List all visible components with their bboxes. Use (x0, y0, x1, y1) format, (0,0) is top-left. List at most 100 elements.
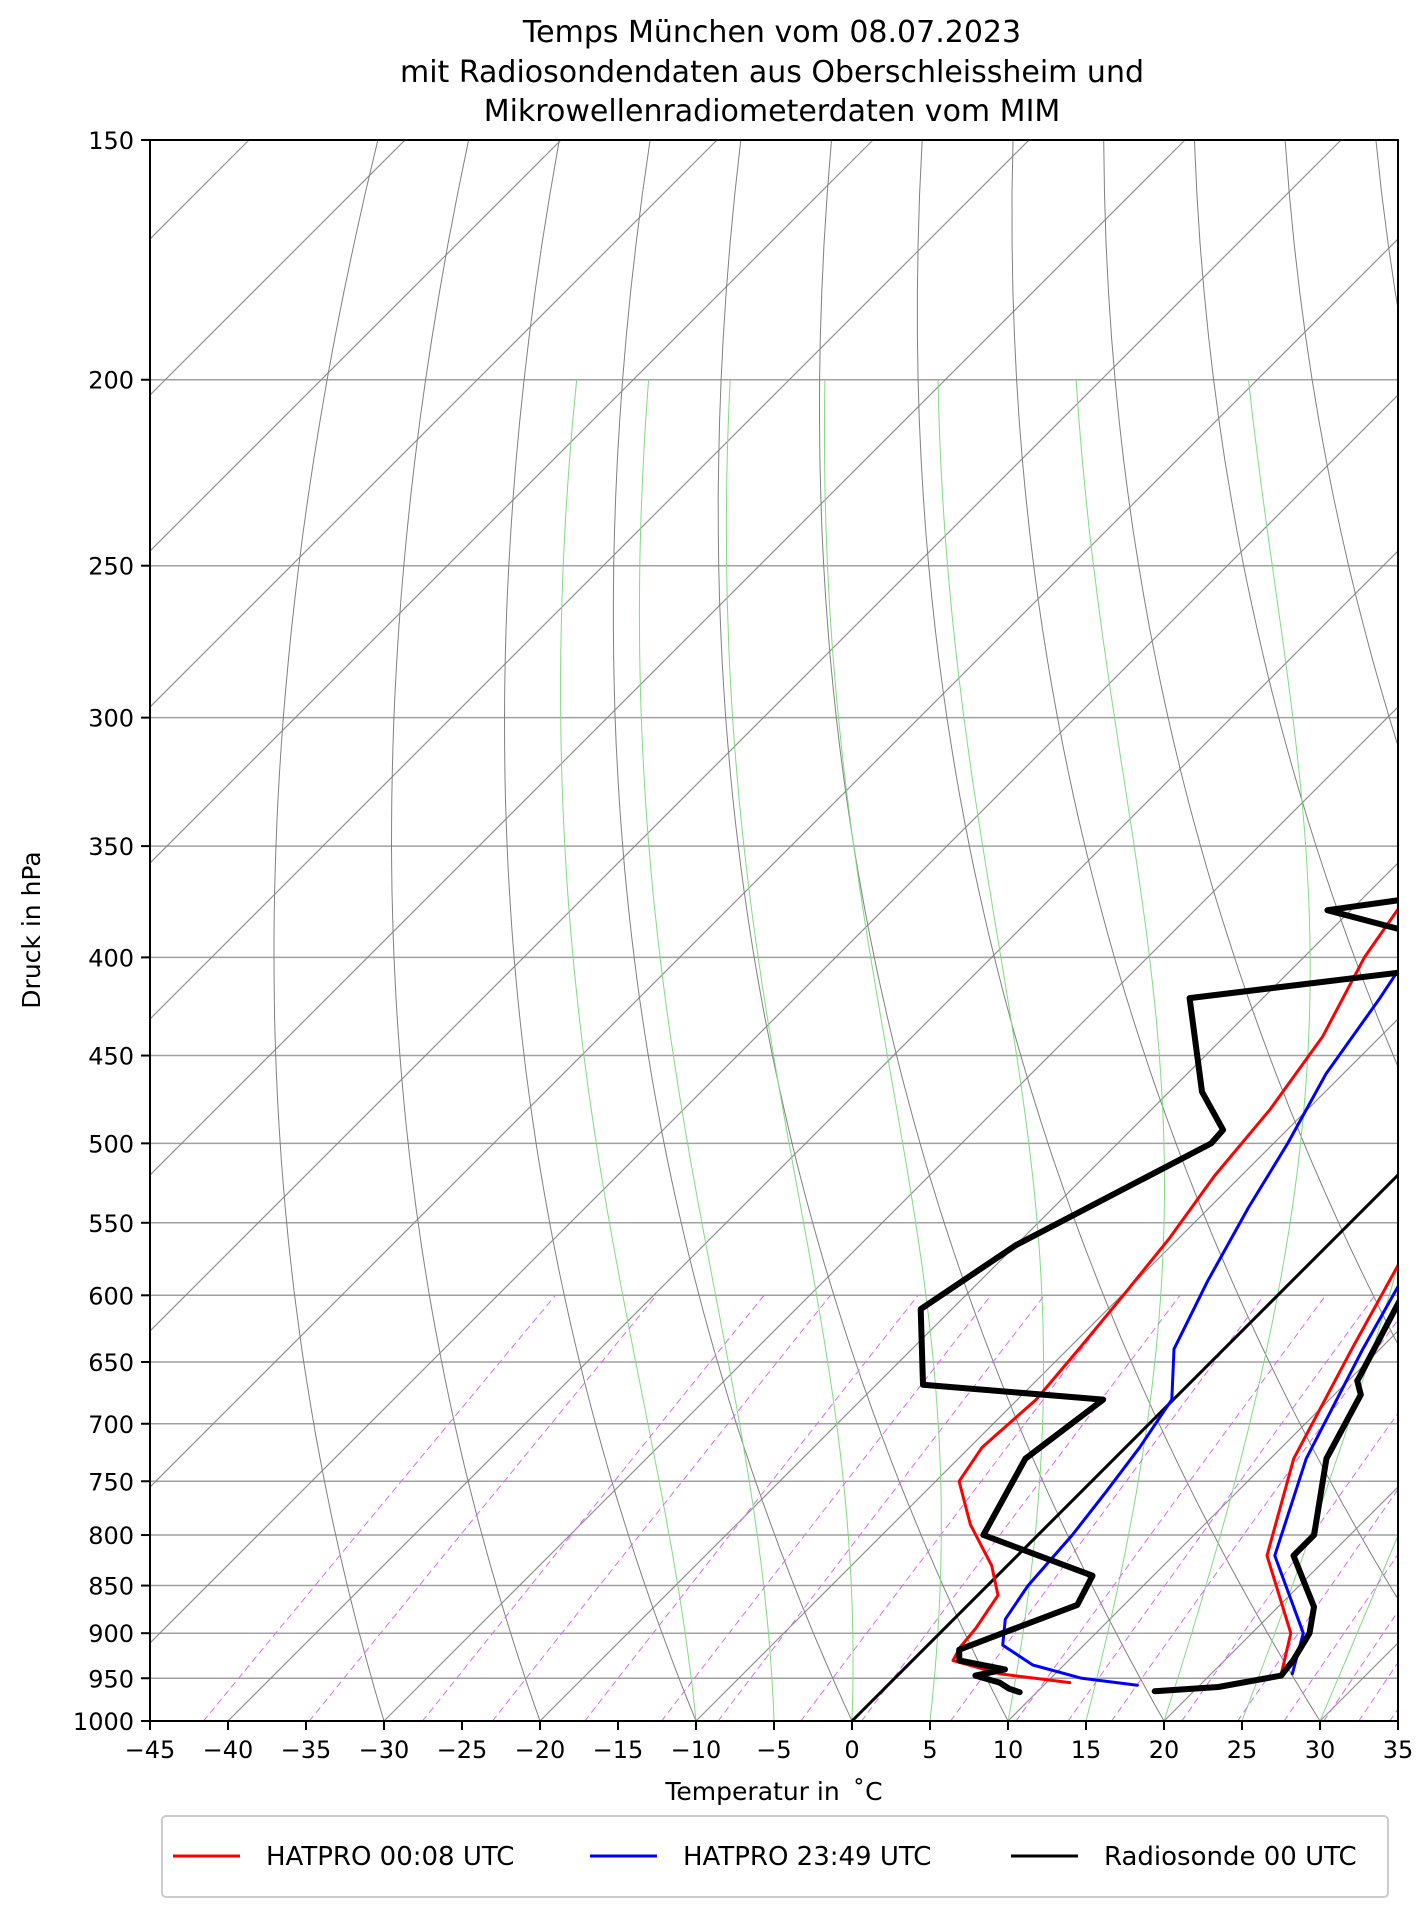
isotherm-line (539, 862, 1398, 1721)
isotherm-line (1319, 1642, 1398, 1721)
moist-adiabat-line (1319, 1534, 1398, 1721)
isotherm-line (150, 140, 874, 864)
mixing-ratio-line (717, 1294, 1045, 1721)
series-layer (917, 897, 1398, 1696)
isotherm-line (150, 140, 1342, 1332)
isotherm-line (150, 140, 1186, 1176)
series-line-2 (1001, 968, 1398, 1687)
x-axis: −45 −40 −35 −30 −25 −20 −15 −10 −5 0 5 10 15 20 25 30 35 (125, 1721, 1414, 1764)
y-tick-label: 900 (88, 1620, 134, 1648)
isotherm-line (695, 1018, 1398, 1721)
y-tick-label: 350 (88, 833, 134, 861)
x-axis-label: Temperatur in ˚C (664, 1777, 882, 1806)
isotherm-line (227, 550, 1398, 1721)
y-tick-label: 500 (88, 1130, 134, 1158)
y-tick-label: 600 (88, 1282, 134, 1310)
isotherm-line (150, 140, 562, 552)
dry-adiabat-line (1193, 140, 1398, 1068)
series-line-5 (917, 897, 1398, 1696)
y-tick-label: 150 (88, 127, 134, 155)
series-line-3 (1273, 1283, 1398, 1676)
x-tick-label: −35 (281, 1736, 332, 1764)
isotherm-line (150, 140, 718, 708)
y-tick-label: 850 (88, 1573, 134, 1601)
x-tick-label: −45 (125, 1736, 176, 1764)
isotherm-line (150, 140, 406, 396)
mixing-ratio-line (800, 1294, 1124, 1721)
mixing-ratio-line (1181, 1412, 1398, 1721)
y-tick-label: 700 (88, 1411, 134, 1439)
plot-frame (149, 139, 1399, 1722)
isotherm-line (383, 706, 1398, 1721)
series-line-0 (951, 906, 1398, 1685)
legend-label-hatpro-0008: HATPRO 00:08 UTC (266, 1842, 514, 1872)
mixing-ratio-line (584, 1294, 919, 1721)
dry-adiabat-line (1284, 140, 1398, 748)
dry-adiabat-line (916, 140, 1321, 1721)
mixing-ratio-line (950, 1294, 1265, 1721)
y-tick-label: 650 (88, 1349, 134, 1377)
dry-adiabat-line (504, 140, 697, 1721)
x-tick-label: −5 (756, 1736, 791, 1764)
x-tick-label: −30 (359, 1736, 410, 1764)
moist-adiabat-line (638, 379, 775, 1721)
dry-adiabat-line (1103, 140, 1398, 1346)
mixing-ratio-line (422, 1294, 765, 1721)
mixing-ratio-line (1283, 1553, 1398, 1721)
x-tick-label: 20 (1149, 1736, 1180, 1764)
y-tick-label: 950 (88, 1665, 134, 1693)
dry-adiabat-line (612, 140, 853, 1721)
x-tick-label: 35 (1383, 1736, 1414, 1764)
y-tick-label: 200 (88, 367, 134, 395)
y-tick-label: 400 (88, 944, 134, 972)
mixing-ratio-line (1323, 1610, 1398, 1721)
y-tick-label: 1000 (73, 1708, 134, 1736)
x-tick-label: 25 (1227, 1736, 1258, 1764)
isotherm-line (0, 140, 93, 1721)
mixing-ratio-line (1237, 1488, 1398, 1721)
mixing-ratio-line (661, 1294, 992, 1721)
x-tick-label: 15 (1071, 1736, 1102, 1764)
x-tick-label: 10 (993, 1736, 1024, 1764)
zero-isotherm-line (850, 1172, 1398, 1721)
moist-adiabat-line (725, 379, 854, 1721)
mixing-ratio-line (1015, 1294, 1327, 1721)
mixing-ratio-line (861, 1294, 1181, 1721)
x-tick-label: −25 (437, 1736, 488, 1764)
moist-adiabat-line (1241, 1263, 1398, 1721)
mixing-ratio-line (1418, 1295, 1427, 1721)
y-tick-label: 800 (88, 1522, 134, 1550)
series-line-1 (1265, 1262, 1398, 1676)
x-tick-label: 0 (844, 1736, 859, 1764)
isotherm-line (851, 1174, 1398, 1721)
isotherm-line (150, 394, 1398, 1644)
isotherm-line (150, 140, 1030, 1020)
dry-adiabat-line (1011, 140, 1398, 1601)
isotherm-line (150, 238, 1398, 1488)
chart-title-line-2: mit Radiosondendaten aus Oberschleisshei… (400, 55, 1144, 90)
mixing-ratio-line (1067, 1294, 1376, 1721)
y-axis: 150 200 250 300 350 400 450 500 550 600 650 700 750 8… (73, 127, 150, 1736)
moist-adiabat-line (560, 379, 697, 1721)
x-tick-label: −40 (203, 1736, 254, 1764)
y-tick-label: 750 (88, 1468, 134, 1496)
chart-title-line-1: Temps München vom 08.07.2023 (522, 15, 1021, 50)
isotherm-line (1163, 1486, 1398, 1721)
mixing-ratio-line (1389, 1707, 1398, 1721)
series-line-4 (1151, 1297, 1398, 1695)
legend: HATPRO 00:08 UTC HATPRO 23:49 UTC Radios… (161, 1815, 1389, 1898)
legend-label-radiosonde: Radiosonde 00 UTC (1104, 1842, 1357, 1872)
mixing-ratio-line (492, 1294, 831, 1721)
dry-adiabat-line (391, 140, 541, 1721)
dry-adiabat-line (273, 140, 385, 1721)
x-tick-label: 5 (922, 1736, 937, 1764)
moist-adiabat-line (1397, 1719, 1398, 1721)
y-tick-label: 550 (88, 1210, 134, 1238)
mixing-ratio-line (202, 1294, 556, 1721)
y-tick-label: 450 (88, 1043, 134, 1071)
isotherm-line (1007, 1330, 1398, 1721)
y-tick-label: 250 (88, 553, 134, 581)
y-tick-label: 300 (88, 705, 134, 733)
